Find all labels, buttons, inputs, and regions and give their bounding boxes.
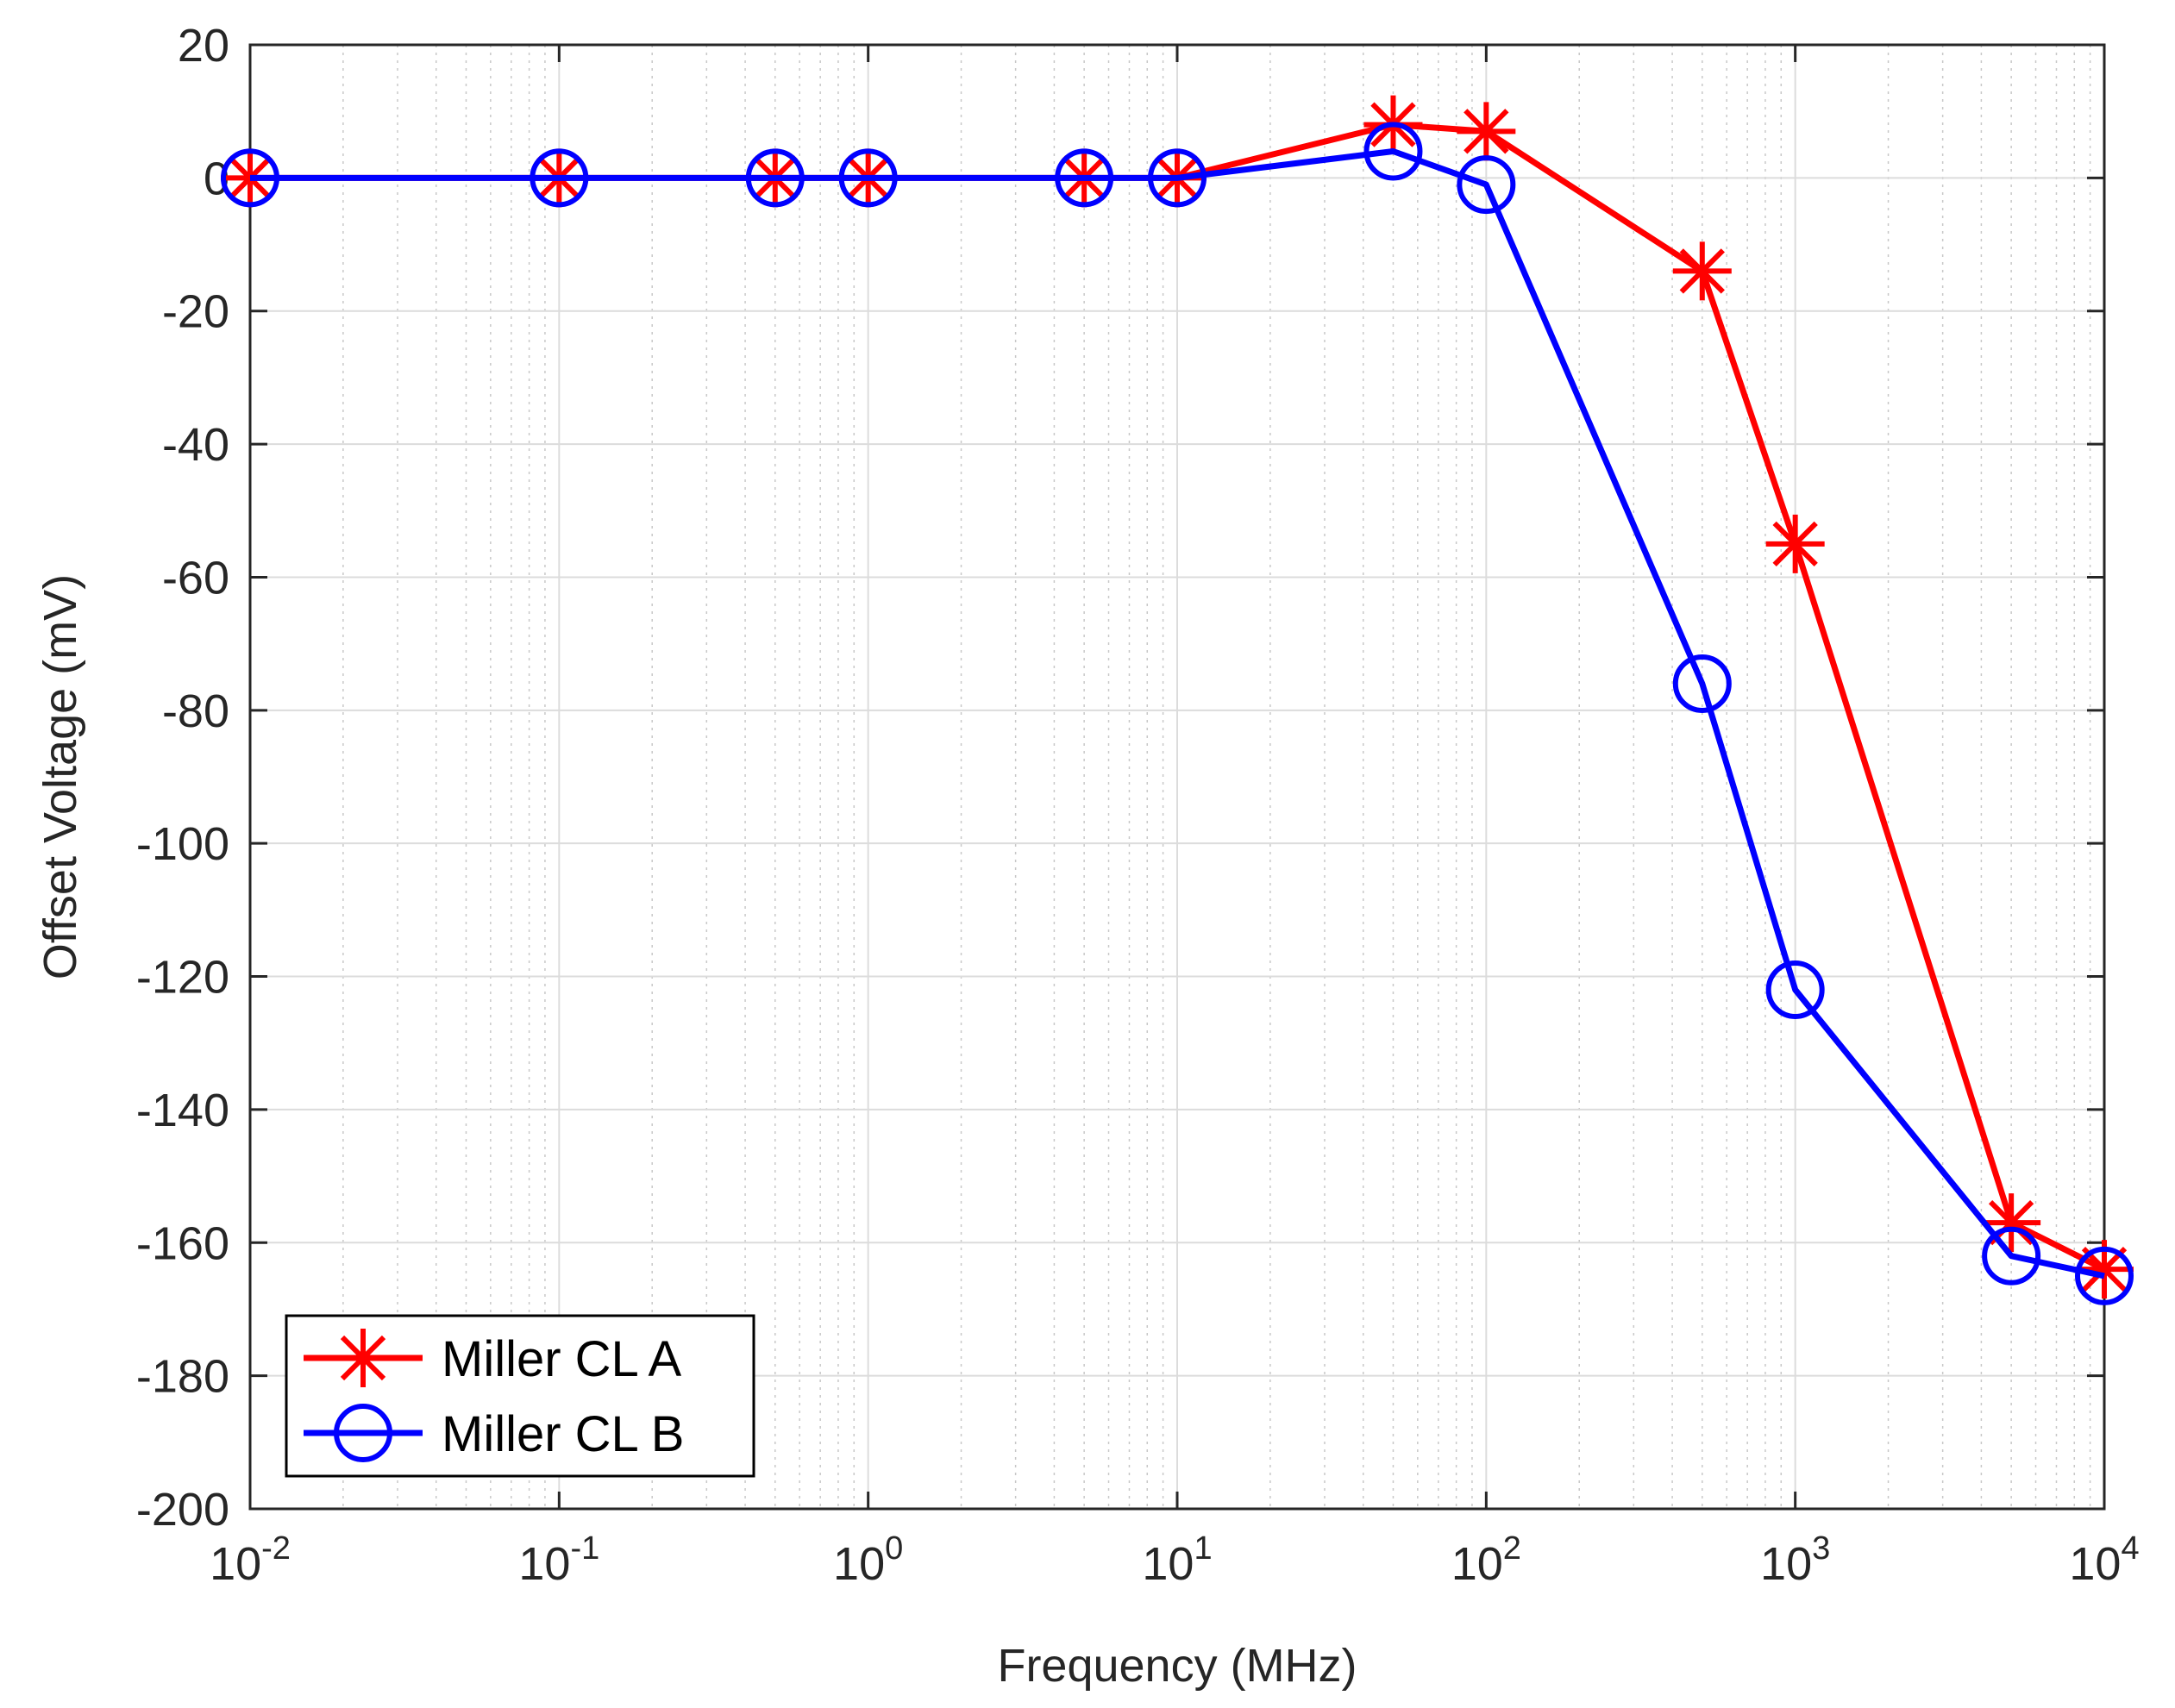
y-tick-label: -60: [162, 552, 229, 604]
x-tick-base: 10: [518, 1538, 570, 1590]
asterisk-stroke: [1679, 248, 1725, 294]
asterisk-marker: [1457, 102, 1516, 161]
x-tick-base: 10: [210, 1538, 261, 1590]
circle-marker: [334, 1404, 392, 1462]
asterisk-marker: [1672, 241, 1732, 301]
x-tick-base: 10: [833, 1538, 885, 1590]
series-line: [250, 148, 2105, 1279]
axes: 200-20-40-60-80-100-120-140-160-180-2001…: [136, 20, 2140, 1590]
x-tick-label: 103: [1760, 1530, 1830, 1590]
y-tick-label: -40: [162, 419, 229, 471]
circle-marker: [1055, 148, 1114, 208]
y-tick-label: -20: [162, 286, 229, 338]
x-tick-exponent: 0: [885, 1530, 903, 1567]
circle-marker: [2075, 1246, 2134, 1305]
x-axis-title: Frequency (MHz): [997, 1640, 1357, 1692]
circle-marker: [745, 148, 805, 208]
y-tick-label: -120: [136, 952, 229, 1004]
asterisk-stroke: [1464, 109, 1509, 154]
circle-marker: [838, 148, 898, 208]
x-tick-exponent: 1: [1194, 1530, 1212, 1567]
asterisk-stroke: [1772, 521, 1818, 567]
x-tick-base: 10: [2069, 1538, 2121, 1590]
circle-marker: [1672, 654, 1732, 713]
legend-label: Miller CL A: [442, 1331, 682, 1387]
y-tick-label: -100: [136, 818, 229, 870]
x-tick-exponent: -2: [261, 1530, 291, 1567]
circle-marker: [1148, 148, 1207, 208]
x-tick-exponent: 2: [1503, 1530, 1521, 1567]
x-tick-base: 10: [1142, 1538, 1194, 1590]
circle-marker: [221, 148, 279, 208]
grid: [249, 44, 2105, 1510]
y-tick-label: -80: [162, 685, 229, 737]
x-tick-exponent: 4: [2121, 1530, 2139, 1567]
series: [221, 95, 2134, 1305]
legend: Miller CL A Miller CL B: [285, 1314, 755, 1478]
circle-marker: [1363, 122, 1423, 181]
asterisk-marker: [1982, 1193, 2041, 1253]
y-tick-label: -180: [136, 1351, 229, 1403]
y-axis-title: Offset Voltage (mV): [34, 574, 86, 979]
y-tick-label: -140: [136, 1085, 229, 1136]
x-tick-label: 100: [833, 1530, 903, 1590]
circle-marker: [530, 148, 589, 208]
circle-marker: [1765, 960, 1825, 1019]
x-tick-base: 10: [1451, 1538, 1503, 1590]
asterisk-marker: [1765, 514, 1825, 573]
circle-marker: [1982, 1226, 2041, 1286]
x-tick-exponent: -1: [570, 1530, 599, 1567]
asterisk-marker: [334, 1329, 392, 1387]
x-tick-label: 10-1: [518, 1530, 599, 1590]
x-tick-label: 102: [1451, 1530, 1521, 1590]
circle-marker: [1457, 155, 1516, 215]
legend-label: Miller CL B: [442, 1406, 684, 1462]
y-tick-label: 20: [178, 20, 229, 72]
asterisk-stroke: [340, 1335, 386, 1381]
x-tick-label: 104: [2069, 1530, 2139, 1590]
x-tick-label: 101: [1142, 1530, 1212, 1590]
series-2: [221, 122, 2134, 1305]
y-tick-label: -200: [136, 1484, 229, 1536]
y-tick-label: -160: [136, 1217, 229, 1269]
x-tick-base: 10: [1760, 1538, 1812, 1590]
x-tick-label: 10-2: [210, 1530, 291, 1590]
x-tick-exponent: 3: [1812, 1530, 1830, 1567]
